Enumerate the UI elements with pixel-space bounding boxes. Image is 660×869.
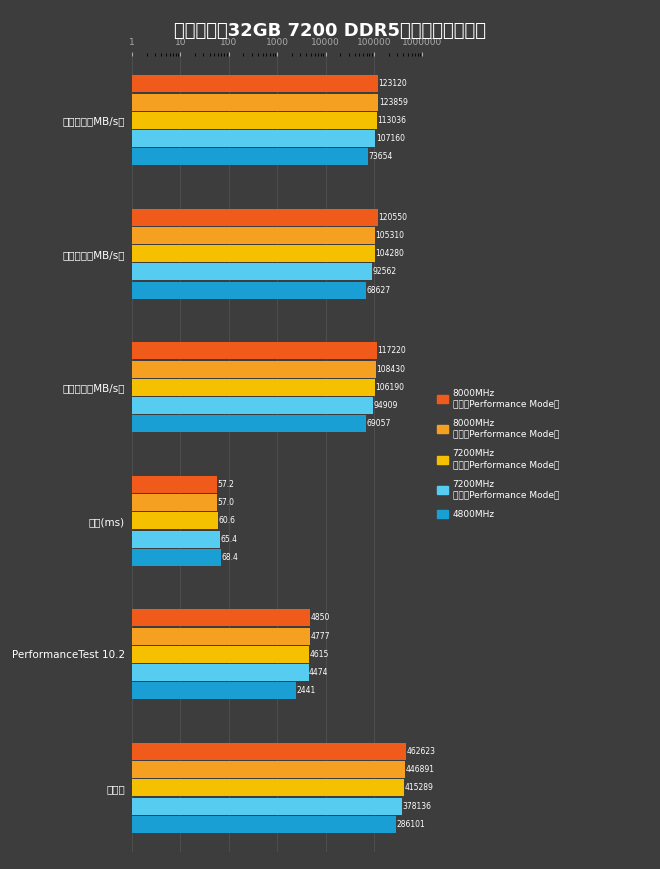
Text: 94909: 94909 (373, 401, 397, 410)
Text: 106190: 106190 (376, 382, 405, 392)
Bar (0, 130, 376, 147)
Bar (0, 513, 218, 529)
Bar (0, 743, 406, 760)
Bar (0, 112, 377, 129)
Bar (0, 361, 376, 377)
Text: 4474: 4474 (309, 668, 329, 677)
Bar (0, 397, 373, 414)
Text: 123859: 123859 (379, 97, 408, 107)
Text: 117220: 117220 (378, 347, 407, 355)
Bar (0, 627, 310, 645)
Text: 378136: 378136 (403, 801, 431, 811)
Text: 65.4: 65.4 (220, 534, 237, 543)
Bar (0, 415, 366, 432)
Text: 金百达星刃32GB 7200 DDR5内存套装性能测试: 金百达星刃32GB 7200 DDR5内存套装性能测试 (174, 22, 486, 40)
Bar (0, 494, 217, 511)
Text: 68.4: 68.4 (221, 553, 238, 561)
Text: 107160: 107160 (376, 134, 405, 143)
Bar (0, 227, 375, 244)
Text: 4615: 4615 (310, 650, 329, 659)
Bar (0, 263, 372, 281)
Bar (0, 476, 217, 493)
Text: 69057: 69057 (366, 419, 391, 428)
Bar (0, 209, 378, 226)
Text: 2441: 2441 (296, 687, 315, 695)
Text: 415289: 415289 (404, 783, 433, 793)
Bar (0, 609, 310, 627)
Bar (0, 664, 309, 681)
Bar (0, 816, 396, 833)
Text: 446891: 446891 (406, 766, 435, 774)
Text: 60.6: 60.6 (218, 516, 236, 526)
Bar (0, 94, 378, 110)
Bar (0, 282, 366, 299)
Bar (0, 245, 375, 262)
Bar (0, 342, 378, 360)
Text: 4777: 4777 (310, 632, 330, 640)
Text: 73654: 73654 (368, 152, 392, 161)
Text: 68627: 68627 (366, 286, 391, 295)
Text: 108430: 108430 (376, 365, 405, 374)
Bar (0, 682, 296, 700)
Text: 92562: 92562 (373, 268, 397, 276)
Text: 286101: 286101 (397, 819, 425, 829)
Text: 57.2: 57.2 (217, 480, 234, 489)
Text: 57.0: 57.0 (217, 498, 234, 507)
Bar (0, 548, 221, 566)
Bar (0, 379, 376, 395)
Bar (0, 76, 378, 92)
Bar (0, 646, 310, 663)
Text: 462623: 462623 (407, 747, 436, 756)
Bar (0, 798, 402, 814)
Bar (0, 779, 404, 796)
Text: 120550: 120550 (378, 213, 407, 222)
Text: 123120: 123120 (379, 79, 407, 89)
Bar (0, 148, 368, 165)
Bar (0, 531, 220, 547)
Text: 105310: 105310 (376, 231, 405, 240)
Text: 104280: 104280 (375, 249, 404, 258)
Text: 113036: 113036 (377, 116, 406, 125)
Legend: 8000MHz
（开启Performance Mode）, 8000MHz
（关闭Performance Mode）, 7200MHz
（开启Performan: 8000MHz （开启Performance Mode）, 8000MHz （关… (433, 384, 564, 524)
Text: 4850: 4850 (311, 614, 330, 622)
Bar (0, 761, 405, 778)
